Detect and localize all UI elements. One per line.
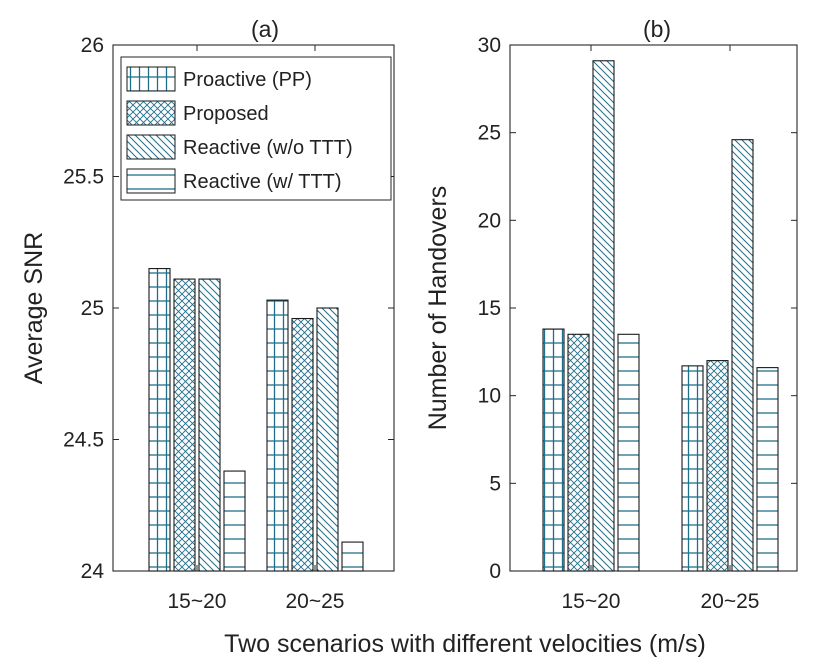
panel-b-number-of-handovers: 0 5 10 15 20 25 30 15~20 20~25 (b) Number of Hando… (424, 16, 798, 613)
bar-reactive-wo-ttt-0 (198, 278, 221, 572)
x-tick-label: 20~25 (286, 590, 345, 613)
bar-proposed-0 (173, 278, 196, 572)
bar-reactive-wo-ttt-1 (316, 307, 339, 572)
legend-swatch-proactive-pp (126, 66, 176, 92)
bar-proactive-pp-0 (148, 267, 171, 572)
figure-xlabel: Two scenarios with different velocities … (224, 630, 706, 658)
bar-proactive-pp-1 (266, 299, 289, 572)
bar-reactive-w-ttt-0 (223, 470, 246, 572)
legend-label-proposed: Proposed (183, 103, 269, 125)
y-tick-label: 0 (489, 560, 501, 583)
bar-proposed-0 (567, 333, 590, 572)
y-axis-label: Average SNR (20, 232, 48, 384)
y-tick-label: 25.5 (63, 166, 104, 189)
legend-swatch-proposed (126, 100, 176, 126)
y-axis-label: Number of Handovers (424, 186, 452, 431)
y-tick-label: 25 (81, 297, 104, 320)
legend-label-reactive-w-ttt: Reactive (w/ TTT) (183, 171, 342, 193)
bar-reactive-wo-ttt-1 (731, 139, 754, 572)
legend-swatch-reactive-w-ttt (126, 168, 176, 194)
y-tick-label: 24.5 (63, 429, 104, 452)
chart-title: (b) (643, 16, 671, 42)
y-tick-label: 25 (478, 122, 501, 145)
bar-reactive-w-ttt-0 (617, 333, 640, 572)
legend: Proactive (PP) Proposed Reactive (w/o TTT)… (120, 56, 392, 201)
y-tick-label: 15 (478, 297, 501, 320)
bar-reactive-w-ttt-1 (341, 541, 364, 572)
chart-title: (a) (251, 16, 279, 42)
y-tick-label: 24 (81, 560, 105, 583)
y-tick-label: 20 (478, 209, 501, 232)
bar-reactive-w-ttt-1 (756, 367, 779, 572)
x-tick-label: 15~20 (168, 590, 227, 613)
bar-proposed-1 (706, 360, 729, 572)
bar-proactive-pp-1 (681, 365, 704, 572)
y-tick-label: 30 (478, 34, 501, 57)
bar-proactive-pp-0 (542, 328, 565, 572)
x-tick-label: 20~25 (701, 590, 760, 613)
legend-label-reactive-wo-ttt: Reactive (w/o TTT) (183, 137, 353, 159)
x-tick-label: 15~20 (562, 590, 621, 613)
y-tick-label: 26 (81, 34, 104, 57)
panel-a-average-snr: 24 24.5 25 25.5 26 15~20 20~25 (a) Average SNR Pr… (20, 16, 395, 613)
y-tick-label: 10 (478, 385, 501, 408)
y-tick-label: 5 (489, 472, 501, 495)
legend-swatch-reactive-wo-ttt (126, 134, 176, 160)
bar-reactive-wo-ttt-0 (592, 60, 615, 572)
bar-proposed-1 (291, 317, 314, 572)
legend-label-proactive-pp: Proactive (PP) (183, 69, 312, 91)
